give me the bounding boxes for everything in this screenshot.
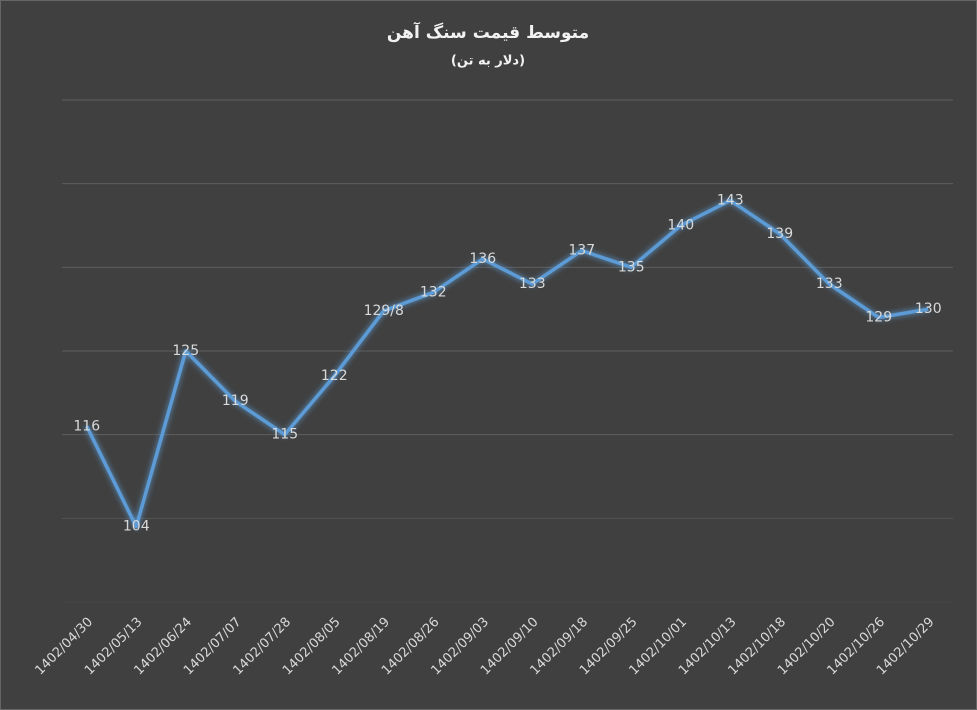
chart-subtitle: (دلار به تن) (451, 54, 525, 69)
data-label: 104 (123, 519, 150, 535)
data-label: 143 (717, 192, 744, 208)
data-label: 116 (73, 418, 100, 434)
data-label: 140 (667, 218, 694, 234)
data-label: 133 (519, 276, 546, 292)
data-label: 132 (420, 284, 447, 300)
data-label: 115 (271, 427, 298, 443)
data-line (85, 198, 929, 529)
chart-title: متوسط قیمت سنگ آهن (387, 21, 589, 43)
data-label: 125 (172, 343, 199, 359)
data-label: 129/8 (364, 303, 404, 319)
data-label: 119 (222, 393, 249, 409)
data-label: 135 (618, 259, 645, 275)
data-label: 133 (816, 276, 843, 292)
data-label: 130 (915, 301, 942, 317)
data-label: 139 (766, 226, 793, 242)
data-label: 129 (865, 310, 892, 326)
data-label: 122 (321, 368, 348, 384)
data-label: 136 (469, 251, 496, 267)
data-label: 137 (568, 243, 595, 259)
